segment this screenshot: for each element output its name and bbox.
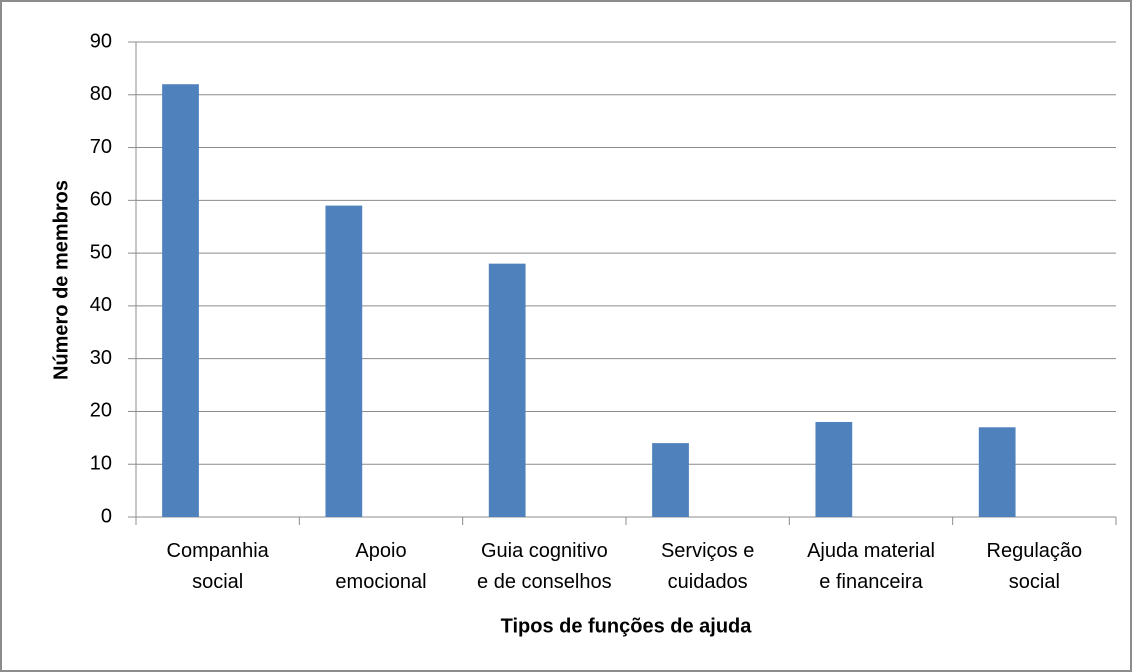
y-tick-label: 70 (90, 136, 112, 158)
y-tick-label: 0 (101, 505, 112, 527)
y-tick-label: 20 (90, 400, 112, 422)
bar (815, 422, 853, 517)
y-tick-label: 10 (90, 453, 112, 475)
x-axis-title: Tipos de funções de ajuda (501, 615, 753, 637)
bar (162, 84, 199, 517)
x-tick-label: Companhia social (167, 540, 270, 593)
y-tick-label: 80 (90, 83, 112, 105)
x-tick-label: Guia cognitivo e de conselhos (477, 540, 612, 593)
y-tick-label: 50 (90, 241, 112, 263)
x-tick-label: Regulação social (987, 540, 1083, 593)
y-axis-title: Número de membros (50, 180, 72, 380)
bar (652, 443, 689, 517)
bar (488, 263, 526, 517)
y-tick-label: 90 (90, 30, 112, 52)
y-tick-label: 30 (90, 347, 112, 369)
x-tick-label: Ajuda material e financeira (807, 540, 935, 593)
bar (978, 427, 1016, 517)
y-tick-label: 40 (90, 294, 112, 316)
bar (325, 205, 363, 517)
x-tick-label: Apoio emocional (335, 540, 426, 593)
y-tick-label: 60 (90, 189, 112, 211)
x-tick-label: Serviços e cuidados (661, 540, 754, 593)
